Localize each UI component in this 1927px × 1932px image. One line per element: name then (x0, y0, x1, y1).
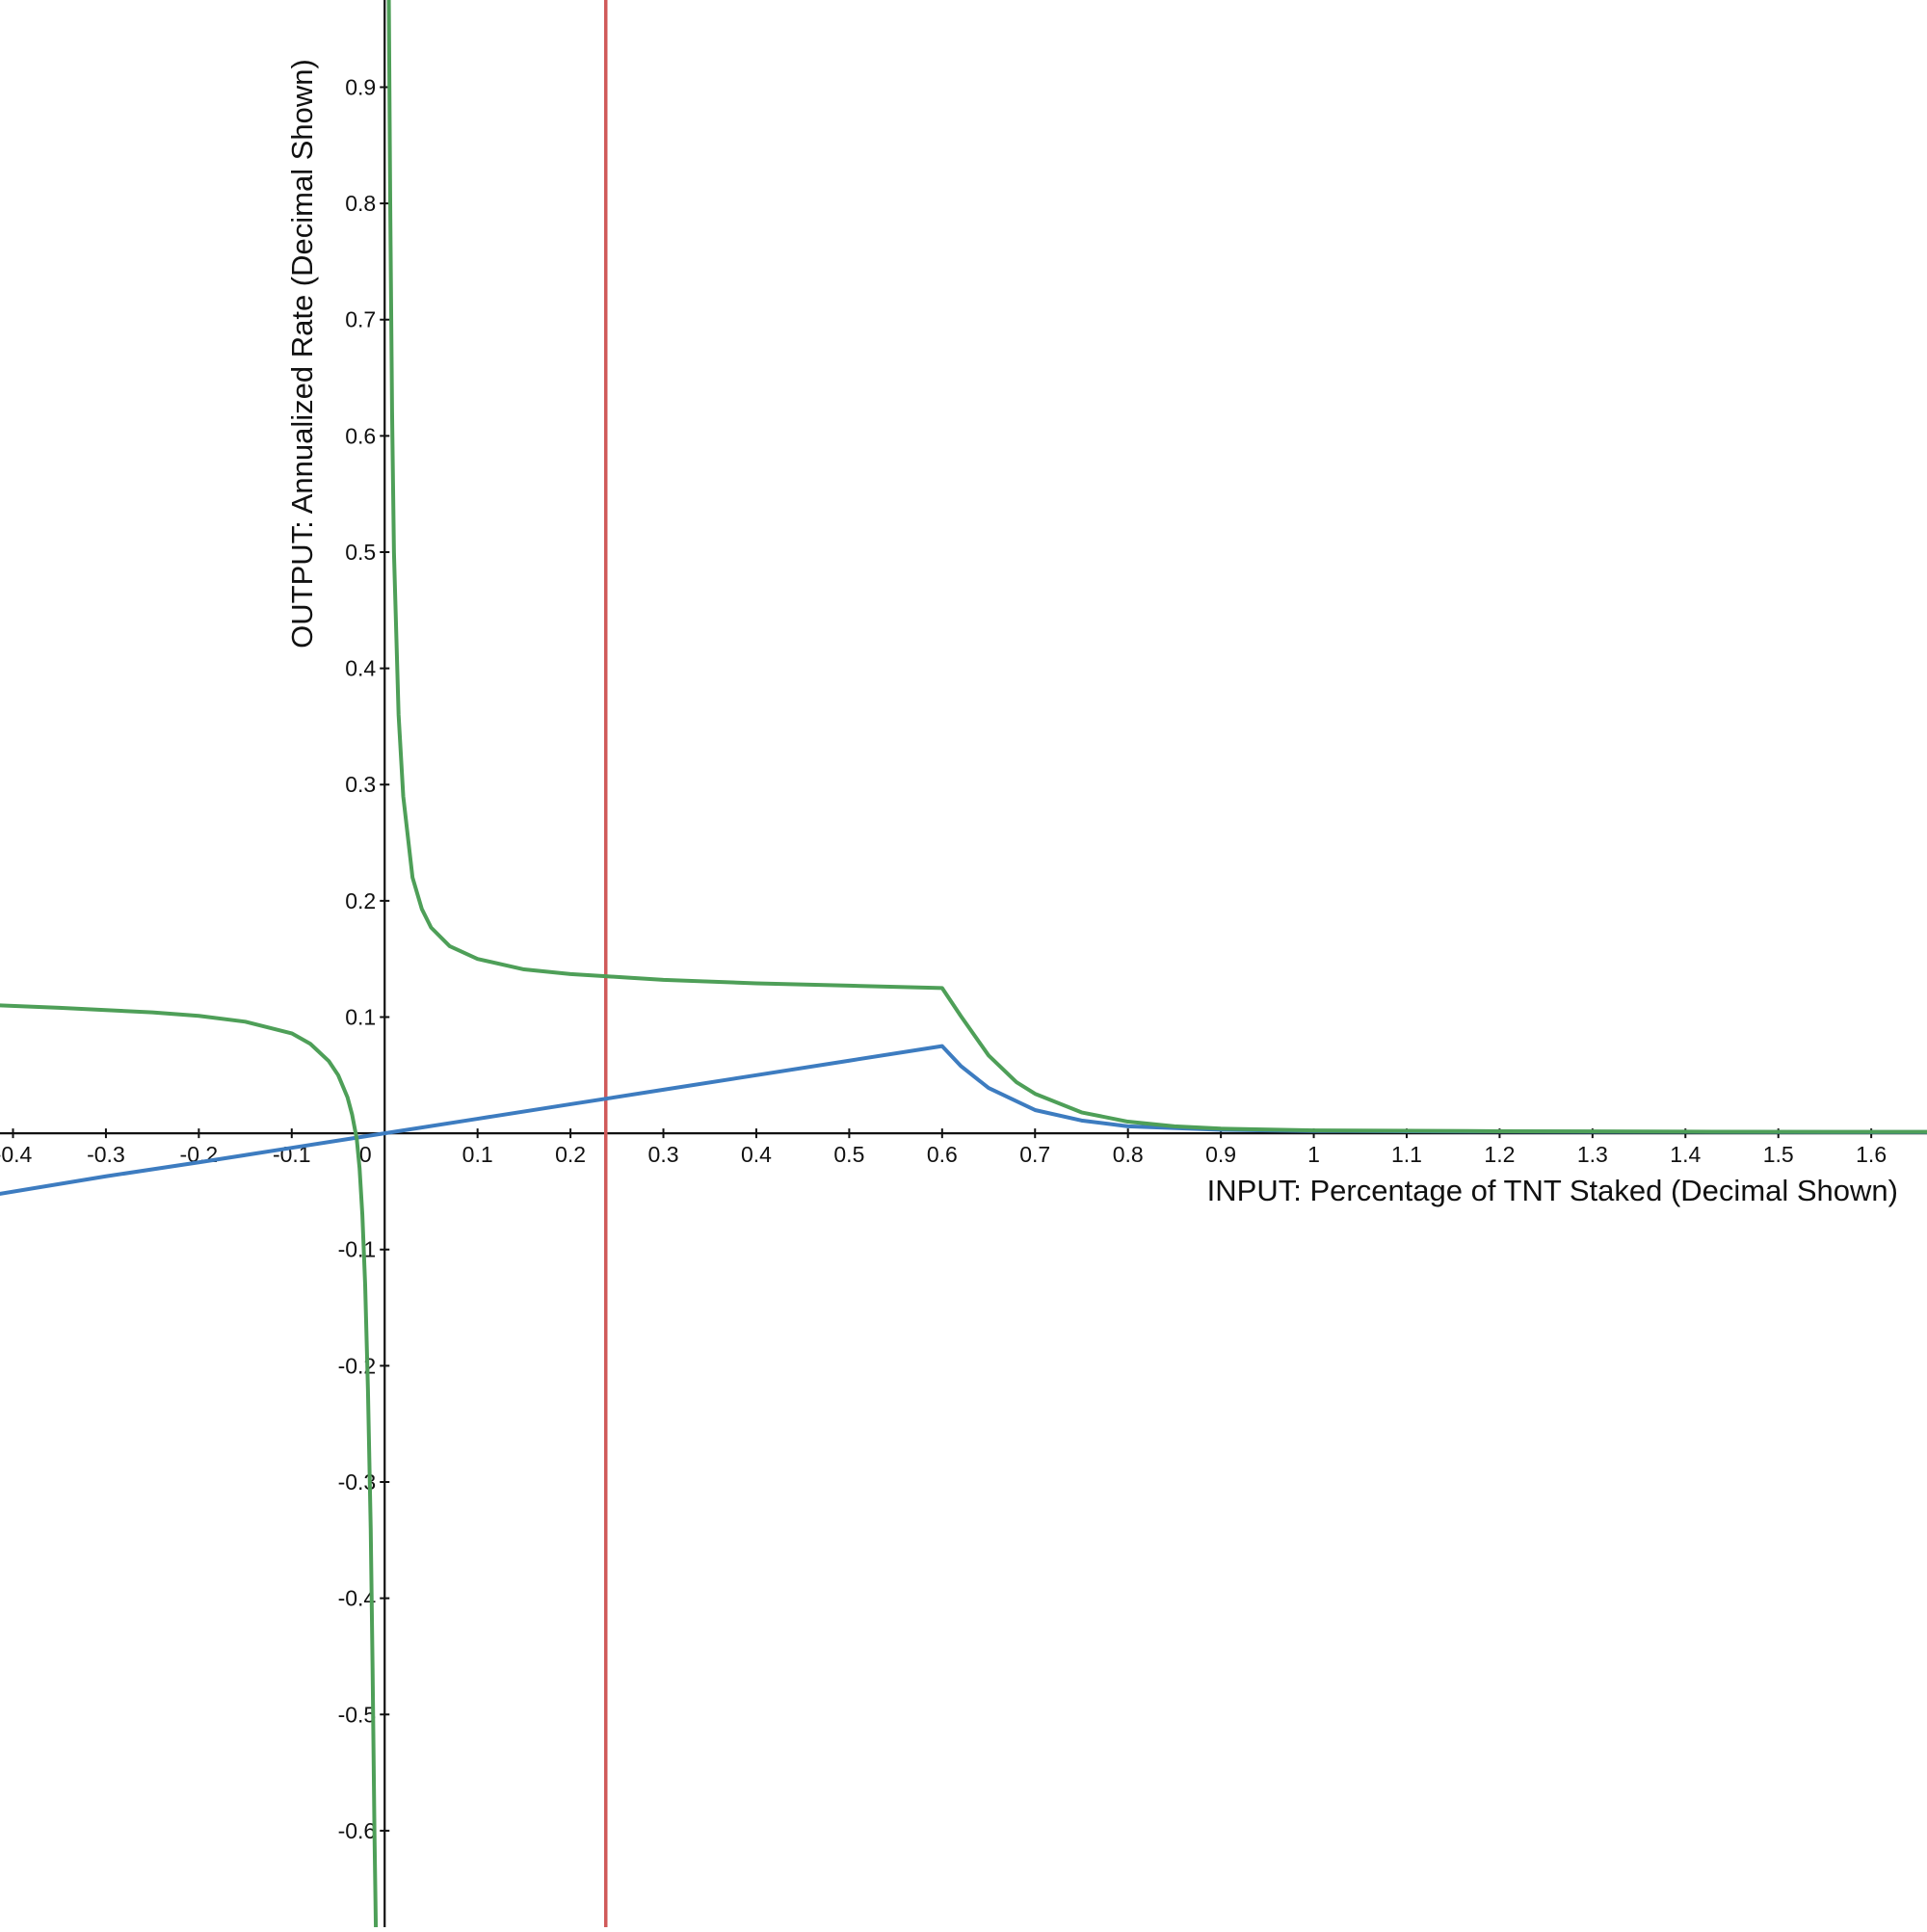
y-tick-label: -0.1 (338, 1237, 377, 1262)
series-line-reward-right (386, 0, 1927, 1134)
x-tick-label: 1.3 (1577, 1142, 1608, 1167)
x-tick-label: 0.2 (555, 1142, 586, 1167)
x-tick-label: 0.3 (648, 1142, 679, 1167)
x-tick-label: 0 (359, 1142, 372, 1167)
x-tick-label: 1.2 (1484, 1142, 1515, 1167)
x-tick-label: 1.1 (1391, 1142, 1422, 1167)
y-tick-label: 0.2 (345, 888, 376, 913)
x-axis-title: INPUT: Percentage of TNT Staked (Decimal… (1207, 1174, 1898, 1207)
y-tick-label: 0.5 (345, 540, 376, 565)
y-tick-label: -0.2 (338, 1353, 377, 1378)
y-tick-label: 0.6 (345, 423, 376, 448)
x-tick-label: 0.5 (833, 1142, 864, 1167)
x-tick-label: 0.7 (1019, 1142, 1050, 1167)
ticks-layer: -0.4 -0.3 -0.2 -0.1 0 0.1 0.2 0.3 0.4 0.5 0.6 0.7 0.… (0, 74, 1887, 1842)
x-tick-label: -0.4 (0, 1142, 33, 1167)
y-tick-label: 0.8 (345, 191, 376, 216)
y-tick-label: 0.3 (345, 772, 376, 797)
y-tick-label: 0.9 (345, 74, 376, 99)
x-tick-label: 1.5 (1763, 1142, 1794, 1167)
y-tick-label: -0.5 (338, 1702, 377, 1727)
x-tick-label: 0.8 (1113, 1142, 1144, 1167)
y-tick-label: 0.1 (345, 1004, 376, 1029)
x-tick-label: 0.9 (1205, 1142, 1236, 1167)
x-tick-label: 0.4 (741, 1142, 772, 1167)
x-tick-label: 1.4 (1670, 1142, 1701, 1167)
x-tick-label: 1 (1307, 1142, 1320, 1167)
x-tick-label: 0.1 (462, 1142, 493, 1167)
x-tick-label: 0.6 (927, 1142, 958, 1167)
x-tick-label: -0.3 (87, 1142, 125, 1167)
y-tick-label: 0.7 (345, 307, 376, 332)
y-tick-label: -0.6 (338, 1818, 377, 1843)
y-axis-title: OUTPUT: Annualized Rate (Decimal Shown) (285, 59, 319, 648)
y-tick-label: 0.4 (345, 656, 376, 681)
series-line-reward-left (0, 1003, 379, 1929)
x-tick-label: 1.6 (1856, 1142, 1887, 1167)
